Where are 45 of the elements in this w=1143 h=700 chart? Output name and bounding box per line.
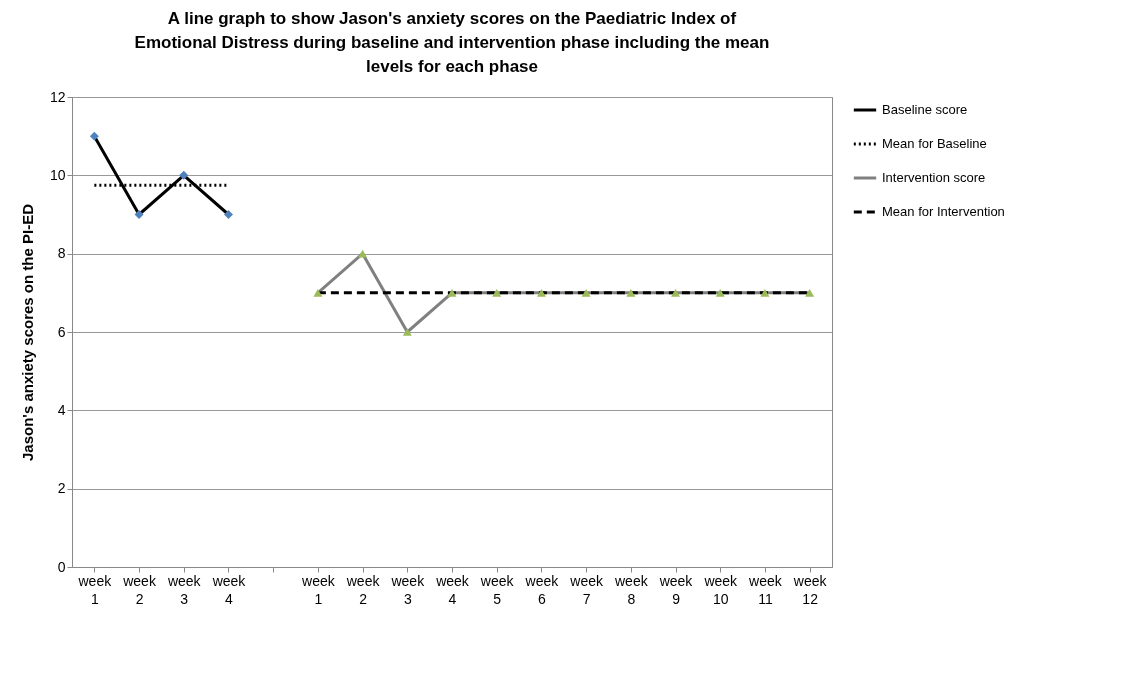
point [760, 288, 770, 297]
x-tick-label: week 1 [77, 572, 113, 607]
point [536, 288, 546, 297]
point [447, 288, 457, 297]
x-tick-label: week 6 [524, 572, 560, 607]
x-tick-label: week 4 [435, 572, 470, 607]
x-tick-label: week 11 [748, 572, 783, 607]
point [402, 328, 412, 336]
legend-label: Intervention score [882, 170, 986, 185]
point [89, 131, 99, 141]
point [626, 288, 636, 297]
legend-label: Mean for Intervention [882, 204, 1005, 219]
point [358, 249, 368, 258]
x-tick-label: week 4 [211, 572, 247, 607]
x-tick-label: week 2 [345, 572, 381, 607]
chart-title: A line graph to show Jason's anxiety scores on the Paediatric Index of Emotional Distress during baseline and intervention phase including the mean levels for each phase [134, 9, 770, 76]
point [492, 288, 502, 297]
point [313, 288, 323, 297]
point [134, 210, 144, 219]
point [715, 288, 725, 297]
x-tick-label: week 2 [122, 572, 157, 607]
y-tick-label: 8 [57, 245, 66, 262]
x-tick-label: week 12 [792, 572, 828, 607]
legend-label: Baseline score [882, 102, 968, 117]
point [805, 288, 815, 297]
x-tick-label: week 8 [613, 572, 649, 607]
x-tick-label: week 7 [569, 572, 604, 607]
y-tick-label: 6 [57, 323, 66, 340]
legend-label: Mean for Baseline [882, 136, 987, 151]
point [581, 288, 591, 297]
x-tick-label: week 9 [658, 572, 694, 607]
x-tick-label: week 10 [703, 572, 739, 607]
y-axis-title: Jason's anxiety scores on the PI-ED [18, 203, 36, 461]
y-tick-label: 2 [57, 480, 66, 497]
x-tick-label: week 1 [301, 572, 336, 607]
point [224, 210, 233, 219]
y-tick-label: 4 [57, 401, 66, 418]
x-tick-label: week 5 [479, 572, 515, 607]
point [179, 170, 189, 180]
y-tick-label: 10 [49, 166, 66, 183]
x-tick-label: week 3 [390, 572, 426, 607]
y-tick-label: 12 [49, 88, 66, 105]
point [671, 288, 680, 297]
y-tick-label: 0 [57, 558, 66, 575]
x-tick-label: week 3 [166, 572, 202, 607]
